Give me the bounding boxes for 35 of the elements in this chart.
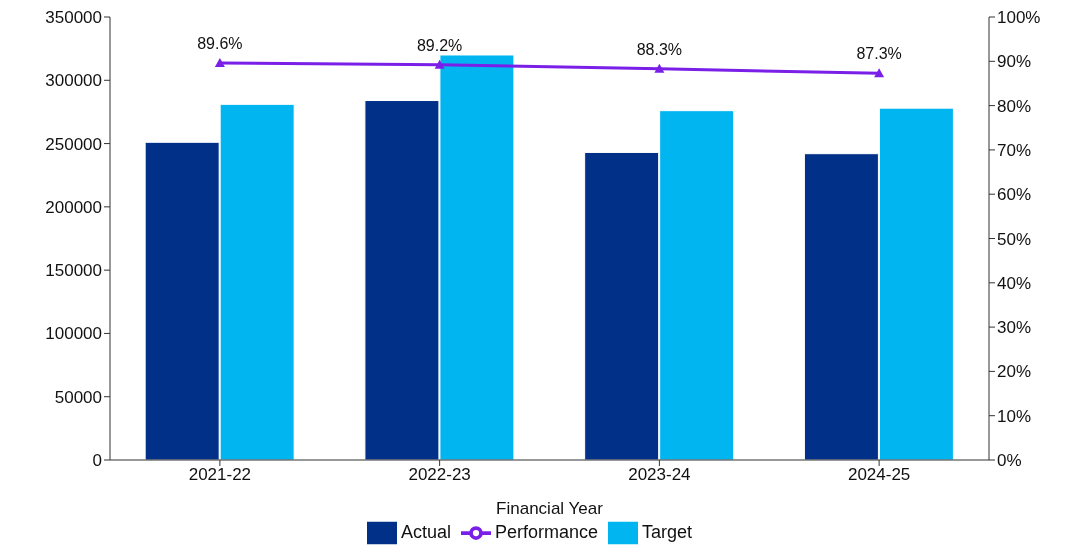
x-tick-label: 2021-22 — [188, 465, 252, 485]
legend-label: Target — [642, 521, 693, 542]
y2-tick-label: 50% — [997, 229, 1032, 249]
data-label: 89.2% — [416, 36, 463, 54]
y-tick-label: 250000 — [45, 134, 102, 154]
legend-label: Actual — [400, 521, 451, 542]
y2-tick-label: 30% — [997, 318, 1032, 338]
x-tick-label: 2023-24 — [628, 465, 691, 485]
point — [214, 58, 225, 68]
data-label: 87.3% — [856, 45, 902, 63]
point — [874, 68, 885, 78]
y2-tick-label: 10% — [997, 406, 1032, 426]
y2-tick-label: 70% — [997, 140, 1032, 160]
y-tick-label: 100000 — [45, 324, 102, 344]
y2-tick-label: 0% — [997, 451, 1022, 471]
point — [434, 59, 445, 69]
y2-tick-label: 80% — [997, 96, 1032, 116]
data-label: 88.3% — [636, 40, 683, 58]
x-axis-title: Financial Year — [496, 499, 604, 518]
point — [654, 63, 665, 73]
y2-tick-label: 20% — [997, 362, 1032, 382]
legend-label: Performance — [494, 521, 599, 542]
y-tick-label: 350000 — [45, 8, 102, 28]
data-label: 89.6% — [197, 35, 243, 53]
y2-tick-label: 40% — [997, 273, 1032, 293]
y2-tick-label: 100% — [997, 8, 1041, 28]
x-tick-label: 2022-23 — [408, 465, 471, 485]
y2-tick-label: 90% — [997, 52, 1032, 72]
y-tick-label: 200000 — [45, 197, 102, 217]
y-tick-label: 300000 — [45, 71, 102, 91]
x-tick-label: 2024-25 — [847, 465, 911, 485]
y-tick-label: 0 — [92, 451, 102, 471]
y2-tick-label: 60% — [997, 185, 1032, 205]
y-tick-label: 150000 — [45, 261, 102, 281]
y-tick-label: 50000 — [54, 387, 102, 407]
